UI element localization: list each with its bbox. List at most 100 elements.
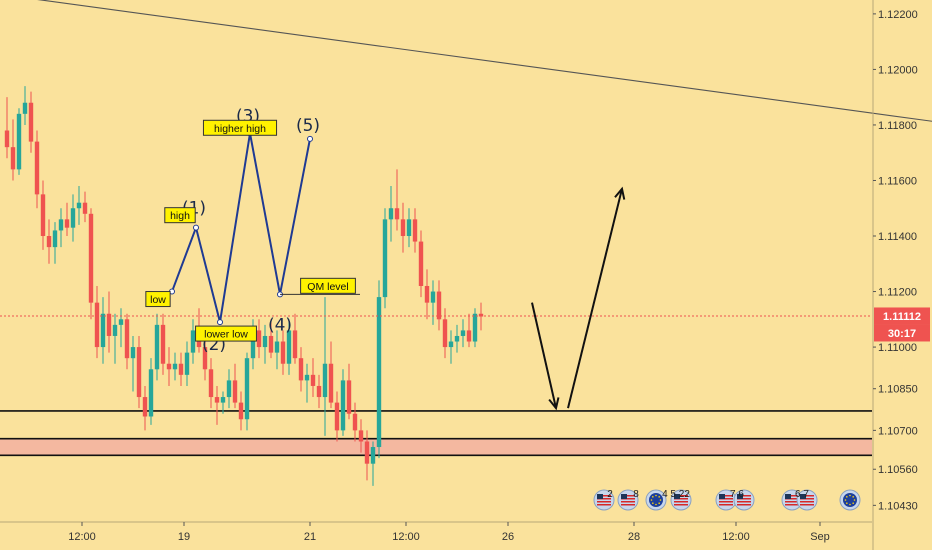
flag-stripe [737,504,751,506]
candle-body [178,363,184,375]
flag-star [846,496,848,498]
candle-body [274,341,280,353]
flag-stripe [785,495,799,497]
candle-body [286,330,292,364]
candle-body [394,208,400,220]
projection-arrow[interactable] [567,188,623,409]
candle-body [292,330,298,359]
wave-tag-label: higher high [214,123,266,135]
flag-star [849,494,851,497]
x-tick-label: 12:00 [722,531,750,543]
wave-tag-label: low [150,294,166,306]
flag-stripe [674,504,688,506]
candle-body [226,380,232,398]
flag-stripe [719,498,733,500]
candle-body [118,319,124,325]
candle-body [232,380,238,403]
flag-stripe [737,501,751,503]
candle-body [436,291,442,320]
flag-star [655,503,657,506]
candle-body [424,285,430,303]
flag-stripe [800,504,814,506]
x-tick-label: Sep [810,531,830,543]
flag-stripe [719,495,733,497]
candle-body [382,219,388,298]
projection-arrow[interactable] [531,302,557,409]
flag-canton [674,494,680,499]
candle-body [268,335,274,353]
candle-body [100,313,106,348]
candle-body [298,358,304,381]
flag-stripe [674,495,688,497]
flag-canton [621,494,627,499]
candle-body [250,330,256,359]
resistance-trendline[interactable] [0,0,932,186]
flag-star [652,502,654,504]
candle-body [184,352,190,375]
candle-body [430,291,436,303]
elliott-wave-line[interactable] [171,133,311,323]
current-price-badge [874,307,930,325]
candle-body [124,319,130,359]
wave-tag-box [145,291,171,308]
candle-body [388,208,394,220]
flag-star [852,496,854,498]
candle-body [154,324,160,370]
candle-body [454,335,460,342]
wave-tag-label: QM level [307,281,348,293]
candle-body [442,319,448,348]
x-tick-label: 28 [628,531,640,543]
candle-body [220,397,226,403]
candle-body [460,330,466,336]
wave-point [193,224,199,231]
flag-stripe [737,495,751,497]
wave-tag-box [202,119,278,136]
event-marker-label: 2 [607,489,613,500]
candle-body [34,141,40,195]
candle-body [16,113,22,170]
flag-stripe [800,495,814,497]
flag-stripe [674,501,688,503]
x-tick-label: 26 [502,531,514,543]
wave-tag-box [300,277,356,294]
flag-stripe [674,498,688,500]
candle-body [472,313,478,342]
flag-star [844,499,847,501]
candle-body [448,341,454,348]
candle-body [310,374,316,386]
candle-body [172,363,178,370]
flag-star [650,499,653,501]
current-price-value: 1.11112 [883,311,921,323]
flag-star [658,496,660,498]
candle-body [418,241,424,286]
flag-stripe [800,498,814,500]
flag-stripe [719,504,733,506]
candle-body [22,102,28,114]
wave-number-label: (4) [268,315,292,335]
wave-number-label: (5) [296,116,320,136]
candle-body [316,385,322,398]
candle-body [148,369,154,417]
projection-arrow-head [614,186,626,200]
flag-canton [800,494,806,499]
x-tick-label: 19 [178,531,190,543]
candle-body [358,430,364,442]
demand-zone [0,438,872,456]
flag-stripe [621,501,635,503]
candle-body [28,102,34,142]
candle-body [88,213,94,303]
y-tick-label: 1.10850 [878,384,918,396]
event-marker-label: 4 5 22 [662,489,690,500]
candle-body [52,230,58,248]
x-tick-label: 12:00 [68,531,96,543]
candle-body [82,202,88,214]
candle-body [238,402,244,420]
candle-body [322,363,328,398]
flag-stripe [785,504,799,506]
countdown-value: 30:17 [888,328,916,340]
candle-body [136,347,142,398]
candle-body [262,335,268,348]
candle-body [46,236,52,248]
